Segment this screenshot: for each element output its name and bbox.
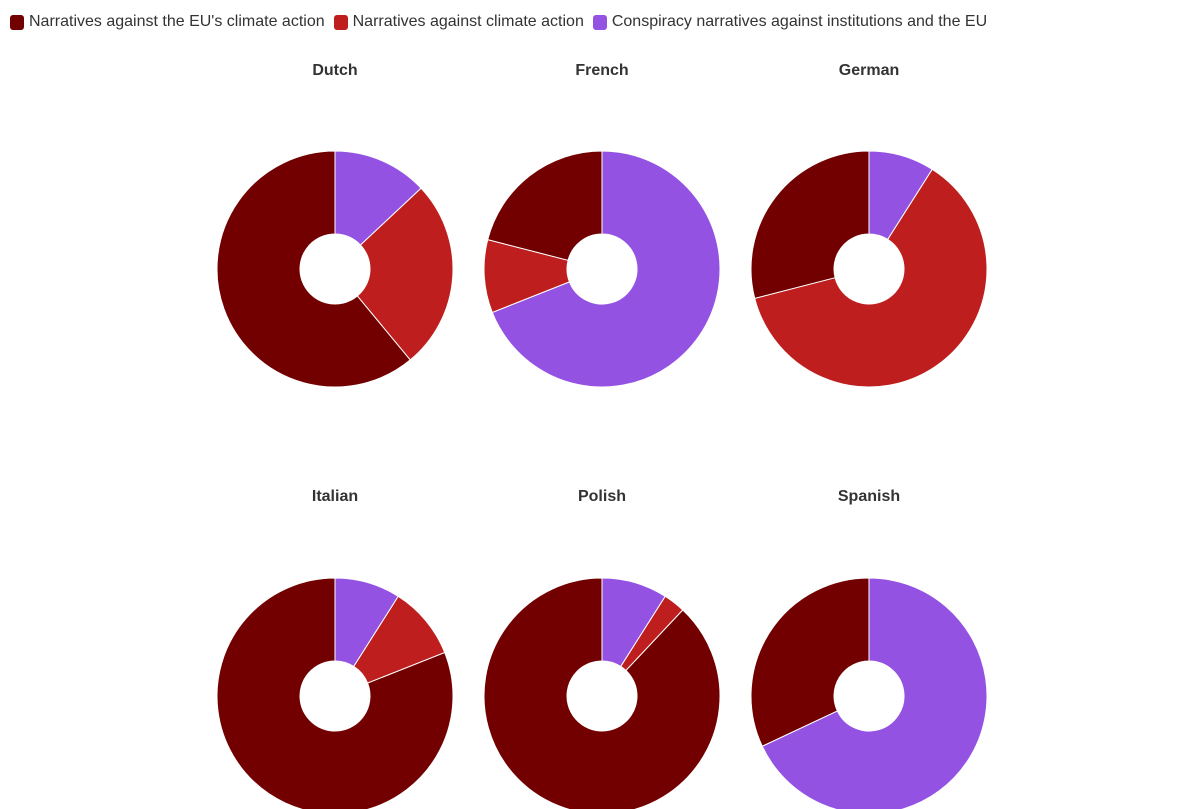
chart-title-spanish: Spanish	[837, 488, 901, 505]
donut-italian	[216, 577, 454, 809]
slice-german-eu-climate[interactable]	[750, 150, 870, 299]
slice-dutch-conspiracy[interactable]	[334, 150, 422, 246]
legend: Narratives against the EU's climate acti…	[10, 13, 996, 31]
legend-item-eu-climate[interactable]: Narratives against the EU's climate acti…	[10, 13, 325, 31]
slice-italian-eu-climate[interactable]	[216, 577, 454, 809]
slice-german-climate[interactable]	[754, 168, 988, 388]
slice-french-eu-climate[interactable]	[487, 150, 603, 261]
legend-swatch-climate	[333, 14, 348, 30]
legend-swatch-conspiracy	[592, 14, 607, 30]
legend-label-eu-climate: Narratives against the EU's climate acti…	[29, 13, 325, 30]
slice-french-conspiracy[interactable]	[491, 150, 721, 388]
legend-item-climate[interactable]: Narratives against climate action	[333, 13, 584, 31]
donut-spanish	[750, 577, 988, 809]
chart-title-dutch: Dutch	[312, 62, 358, 79]
slice-spanish-eu-climate[interactable]	[750, 577, 870, 747]
chart-title-polish: Polish	[577, 488, 626, 505]
legend-label-conspiracy: Conspiracy narratives against institutio…	[611, 13, 988, 30]
legend-label-climate: Narratives against climate action	[352, 13, 584, 30]
donut-french	[483, 150, 721, 388]
donut-dutch	[216, 150, 454, 388]
legend-item-conspiracy[interactable]: Conspiracy narratives against institutio…	[592, 13, 988, 31]
slice-spanish-conspiracy[interactable]	[761, 577, 988, 809]
chart-title-french: French	[575, 62, 629, 79]
slice-polish-eu-climate[interactable]	[483, 577, 721, 809]
legend-swatch-eu-climate	[10, 14, 24, 30]
chart-title-italian: Italian	[311, 488, 359, 505]
donut-polish	[483, 577, 721, 809]
donut-german	[750, 150, 988, 388]
chart-title-german: German	[838, 62, 900, 79]
slice-dutch-eu-climate[interactable]	[216, 150, 411, 388]
slice-dutch-climate[interactable]	[356, 187, 454, 361]
